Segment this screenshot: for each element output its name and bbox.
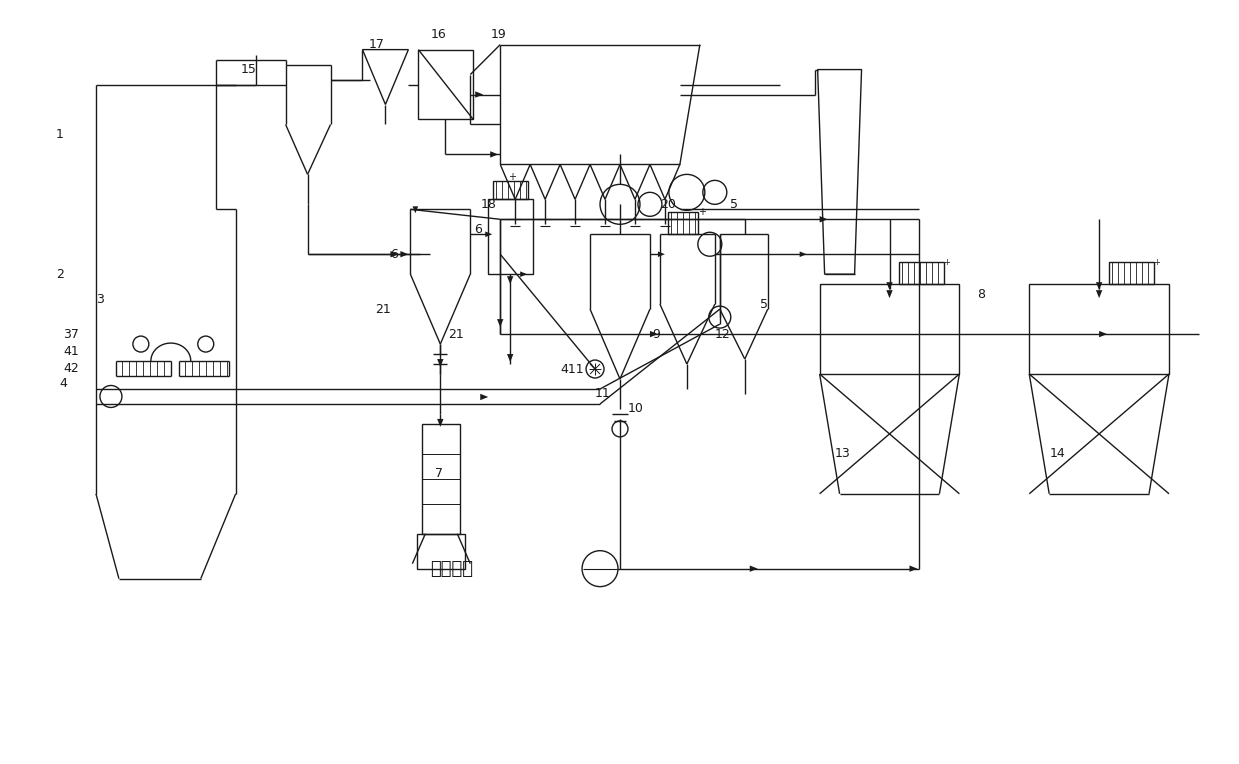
Polygon shape	[886, 290, 893, 298]
Text: 1: 1	[56, 128, 64, 141]
Text: 10: 10	[628, 403, 644, 416]
Bar	[422, 424, 461, 534]
Bar	[418, 534, 466, 568]
Polygon shape	[400, 251, 409, 257]
Polygon shape	[1097, 282, 1103, 290]
Polygon shape	[507, 277, 513, 284]
Polygon shape	[909, 565, 917, 572]
Text: 8: 8	[978, 288, 985, 301]
Polygon shape	[1099, 331, 1108, 337]
Polygon shape	[520, 271, 527, 277]
Bar	[419, 50, 473, 119]
Text: 13: 13	[835, 448, 850, 461]
Polygon shape	[413, 206, 419, 213]
Text: 15: 15	[240, 63, 256, 76]
Bar	[493, 181, 528, 199]
Polygon shape	[507, 354, 513, 362]
Text: 21: 21	[449, 328, 465, 341]
Text: 18: 18	[481, 198, 496, 211]
Text: 3: 3	[95, 293, 104, 306]
Text: 5: 5	[760, 298, 768, 311]
Bar	[1109, 262, 1154, 284]
Text: +: +	[698, 207, 706, 217]
Polygon shape	[437, 419, 444, 427]
Text: 压缩空气: 压缩空气	[430, 560, 473, 578]
Polygon shape	[658, 251, 665, 257]
Text: 41: 41	[63, 345, 79, 358]
Polygon shape	[820, 216, 828, 222]
Text: +: +	[943, 257, 950, 267]
Bar	[900, 262, 944, 284]
Polygon shape	[650, 331, 658, 337]
Text: 14: 14	[1049, 448, 1066, 461]
Text: 21: 21	[375, 303, 392, 316]
Text: +: +	[1154, 257, 1160, 267]
Text: 11: 11	[595, 387, 611, 400]
Polygon shape	[481, 393, 488, 400]
Polygon shape	[750, 565, 758, 572]
Text: 411: 411	[560, 363, 584, 376]
Text: 42: 42	[63, 361, 79, 374]
Bar	[668, 212, 698, 235]
Text: 6: 6	[475, 223, 482, 236]
Polygon shape	[799, 251, 807, 257]
Polygon shape	[491, 151, 498, 157]
Polygon shape	[1097, 290, 1103, 298]
Text: 6: 6	[390, 248, 398, 261]
Text: 7: 7	[435, 468, 444, 481]
Text: 19: 19	[491, 28, 506, 41]
Text: 9: 9	[652, 328, 660, 341]
Polygon shape	[497, 319, 503, 327]
Text: 16: 16	[430, 28, 446, 41]
Text: 17: 17	[368, 38, 384, 51]
Bar	[1030, 284, 1170, 374]
Polygon shape	[476, 92, 483, 98]
Text: 5: 5	[730, 198, 737, 211]
Polygon shape	[486, 231, 492, 237]
Text: 4: 4	[59, 377, 67, 390]
Bar	[488, 199, 533, 274]
Polygon shape	[886, 282, 893, 290]
Text: 20: 20	[660, 198, 675, 211]
Bar	[820, 284, 959, 374]
Polygon shape	[390, 251, 399, 257]
Text: +: +	[508, 173, 517, 183]
Text: 12: 12	[715, 328, 731, 341]
Text: 2: 2	[56, 267, 64, 280]
Polygon shape	[437, 359, 444, 367]
Text: 37: 37	[63, 328, 79, 341]
